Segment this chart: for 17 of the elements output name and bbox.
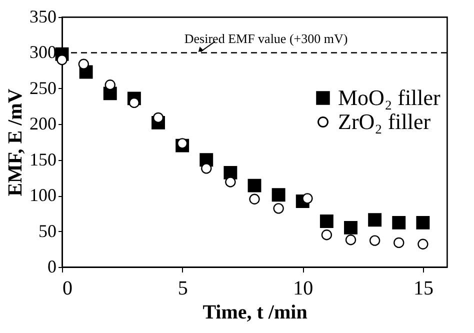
- y-tick-label: 100: [30, 185, 56, 206]
- y-tick-label: 150: [30, 149, 56, 170]
- y-tick-label: 200: [30, 114, 56, 134]
- legend-label: ZrO₂ filler: [338, 109, 432, 134]
- y-tick-label: 50: [38, 220, 56, 241]
- legend-label: MoO₂ filler: [338, 85, 442, 110]
- x-tick-label: 10: [293, 278, 314, 300]
- y-tick-label: 300: [30, 42, 56, 62]
- y-tick-label: 250: [30, 78, 56, 98]
- x-axis-title: Time, t /min: [202, 302, 308, 324]
- y-tick-label: 0: [48, 256, 56, 276]
- ref-line-label: Desired EMF value (+300 mV): [184, 30, 348, 46]
- y-axis-title: EMF, E /mV: [4, 88, 26, 196]
- y-tick-label: 350: [30, 6, 56, 26]
- x-tick-label: 5: [178, 278, 188, 300]
- x-tick-label: 0: [62, 278, 72, 300]
- x-tick-label: 15: [413, 278, 434, 300]
